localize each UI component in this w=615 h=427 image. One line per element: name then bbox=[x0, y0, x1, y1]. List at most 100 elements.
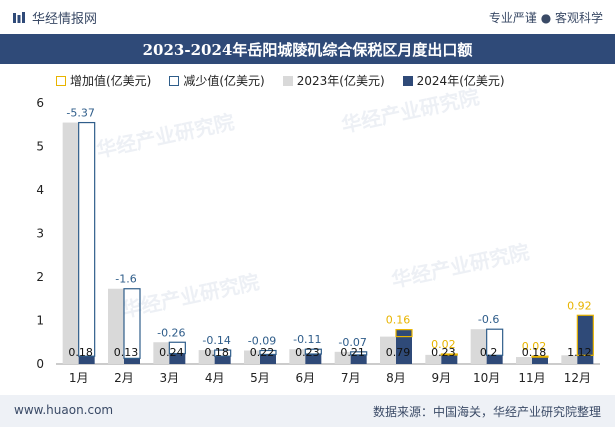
x-tick-label: 3月 bbox=[160, 371, 180, 385]
change-label: -1.6 bbox=[115, 273, 136, 286]
change-label: -0.6 bbox=[478, 313, 499, 326]
change-label: -0.26 bbox=[157, 326, 185, 339]
bar-2024 bbox=[441, 353, 458, 364]
x-tick-label: 5月 bbox=[250, 371, 270, 385]
footer-source: 数据来源：中国海关，华经产业研究院整理 bbox=[372, 405, 601, 419]
bar-2024 bbox=[577, 315, 594, 364]
x-tick-label: 12月 bbox=[564, 371, 591, 385]
bar-2024 bbox=[532, 356, 548, 364]
legend-decrease-label: 减少值(亿美元) bbox=[183, 74, 265, 88]
title-bar: 2023-2024年岳阳城陵矶综合保税区月度出口额 bbox=[0, 34, 615, 64]
value-label-2024: 0.79 bbox=[386, 346, 411, 359]
bar-2024 bbox=[169, 353, 186, 364]
bar-2023 bbox=[516, 357, 532, 364]
value-label-2024: 0.18 bbox=[204, 346, 229, 359]
y-tick-label: 0 bbox=[36, 357, 44, 371]
y-tick-label: 5 bbox=[36, 140, 44, 154]
y-tick-label: 1 bbox=[36, 314, 44, 328]
slogan: 专业严谨 ● 客观科学 bbox=[488, 11, 603, 25]
change-label: 0.92 bbox=[567, 299, 592, 312]
value-label-2024: 0.18 bbox=[68, 346, 93, 359]
x-tick-label: 8月 bbox=[386, 371, 406, 385]
value-label-2024: 1.12 bbox=[567, 346, 592, 359]
decrease-box bbox=[486, 328, 504, 356]
chart-legend: 增加值(亿美元) 减少值(亿美元) 2023年(亿美元) 2024年(亿美元) bbox=[56, 72, 605, 89]
value-label-2024: 0.24 bbox=[159, 346, 184, 359]
legend-2023-label: 2023年(亿美元) bbox=[296, 74, 385, 88]
legend-decrease: 减少值(亿美元) bbox=[169, 72, 265, 89]
footer-website: www.huaon.com bbox=[14, 403, 114, 417]
increase-box bbox=[531, 355, 549, 358]
value-label-2024: 0.21 bbox=[340, 346, 365, 359]
decrease-box bbox=[123, 288, 141, 359]
decrease-box bbox=[168, 341, 186, 355]
change-label: -0.09 bbox=[248, 335, 276, 348]
legend-decrease-swatch bbox=[169, 75, 180, 86]
bar-2024 bbox=[260, 354, 276, 364]
change-label: -0.11 bbox=[293, 333, 321, 346]
bar-2024 bbox=[214, 356, 231, 364]
increase-box bbox=[395, 329, 413, 338]
legend-2023-swatch bbox=[282, 75, 293, 86]
legend-2024-label: 2024年(亿美元) bbox=[416, 74, 505, 88]
brand: 华经情报网 bbox=[12, 8, 97, 27]
y-tick-label: 6 bbox=[36, 96, 44, 110]
chart-title: 2023-2024年岳阳城陵矶综合保税区月度出口额 bbox=[142, 41, 473, 59]
y-tick-label: 3 bbox=[36, 227, 44, 241]
decrease-box bbox=[259, 349, 277, 356]
top-bar: 华经情报网 专业严谨 ● 客观科学 bbox=[0, 0, 615, 34]
bar-2023 bbox=[425, 354, 442, 364]
value-label-2024: 0.23 bbox=[295, 346, 320, 359]
bar-2023 bbox=[470, 329, 487, 364]
change-label: -5.37 bbox=[66, 107, 94, 120]
change-label: 0.02 bbox=[431, 338, 456, 351]
x-tick-label: 6月 bbox=[296, 371, 316, 385]
bar-chart: 0 1 2 3 4 5 6 -5.37 0.18 1月 -1.6 0.13 2月 -0.26 0.24 3月 -… bbox=[36, 96, 600, 385]
value-label-2024: 0.2 bbox=[480, 346, 498, 359]
legend-increase-label: 增加值(亿美元) bbox=[70, 74, 152, 88]
bar-2023 bbox=[108, 288, 124, 364]
value-label-2024: 0.22 bbox=[250, 346, 275, 359]
value-label-2024: 0.13 bbox=[114, 346, 139, 359]
bar-2024 bbox=[396, 329, 412, 364]
x-tick-label: 4月 bbox=[205, 371, 225, 385]
bar-2024 bbox=[78, 356, 95, 364]
bar-2024 bbox=[305, 353, 322, 364]
increase-box bbox=[576, 314, 594, 356]
value-label-2024: 0.23 bbox=[431, 346, 456, 359]
x-tick-label: 11月 bbox=[518, 371, 545, 385]
x-tick-label: 1月 bbox=[69, 371, 89, 385]
value-label-2024: 0.18 bbox=[522, 346, 547, 359]
brand-logo-icon bbox=[13, 11, 25, 23]
decrease-box bbox=[78, 121, 96, 357]
y-tick-label: 2 bbox=[36, 270, 44, 284]
bar-2024 bbox=[486, 355, 503, 364]
bar-2024 bbox=[350, 354, 367, 364]
footer: www.huaon.com 数据来源：中国海关，华经产业研究院整理 bbox=[0, 395, 615, 427]
y-tick-label: 4 bbox=[36, 183, 44, 197]
bar-2023 bbox=[153, 342, 170, 364]
legend-2024-swatch bbox=[402, 75, 413, 86]
x-tick-label: 2月 bbox=[114, 371, 134, 385]
increase-box bbox=[440, 353, 458, 356]
bar-2024 bbox=[124, 358, 140, 364]
bar-2023 bbox=[334, 351, 351, 364]
x-tick-label: 10月 bbox=[473, 371, 500, 385]
legend-2024: 2024年(亿美元) bbox=[402, 72, 505, 89]
decrease-box bbox=[304, 348, 322, 355]
change-label: 0.16 bbox=[386, 314, 411, 327]
legend-increase: 增加值(亿美元) bbox=[56, 72, 151, 89]
x-tick-label: 7月 bbox=[341, 371, 361, 385]
change-label: 0.02 bbox=[522, 340, 547, 353]
x-tick-label: 9月 bbox=[432, 371, 452, 385]
bar-2023 bbox=[561, 355, 578, 364]
bar-2023 bbox=[244, 350, 260, 364]
legend-2023: 2023年(亿美元) bbox=[282, 72, 385, 89]
bar-2023 bbox=[198, 350, 215, 364]
bar-2023 bbox=[380, 336, 396, 364]
bar-2023 bbox=[289, 349, 306, 364]
change-label: -0.07 bbox=[338, 336, 366, 349]
bar-2023 bbox=[62, 122, 79, 364]
decrease-box bbox=[350, 351, 368, 356]
change-label: -0.14 bbox=[202, 334, 230, 347]
